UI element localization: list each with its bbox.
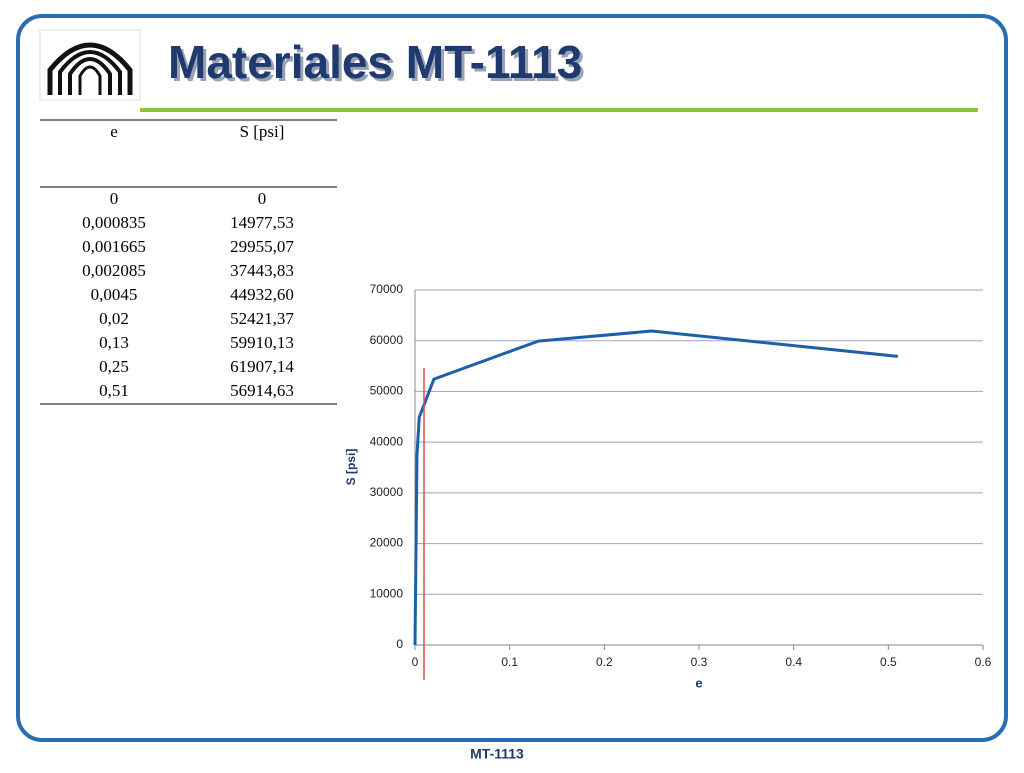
table-cell: 0 bbox=[258, 189, 267, 208]
x-tick-label: 0 bbox=[412, 655, 419, 669]
x-tick-label: 0.2 bbox=[596, 655, 613, 669]
x-tick-label: 0.6 bbox=[975, 655, 992, 669]
table-cell: 52421,37 bbox=[230, 309, 294, 328]
table-cell: 0,51 bbox=[99, 381, 129, 400]
table-cell: 14977,53 bbox=[230, 213, 294, 232]
table-cell: 61907,14 bbox=[230, 357, 294, 376]
table-header: e bbox=[110, 122, 118, 141]
table-cell: 29955,07 bbox=[230, 237, 294, 256]
slide-border bbox=[16, 14, 1008, 742]
table-cell: 0,0045 bbox=[91, 285, 138, 304]
y-tick-label: 70000 bbox=[370, 282, 404, 296]
table-cell: 44932,60 bbox=[230, 285, 294, 304]
data-table: e S [psi] 0 0 0,000835 14977,53 0,001665 29955,… bbox=[40, 119, 337, 405]
table-cell: 0,25 bbox=[99, 357, 129, 376]
table-cell: 0,13 bbox=[99, 333, 129, 352]
title: Materiales MT-1113 bbox=[168, 36, 582, 88]
y-tick-label: 20000 bbox=[370, 536, 404, 550]
x-tick-label: 0.1 bbox=[501, 655, 518, 669]
logo-arch bbox=[68, 57, 112, 95]
table-cell: 0 bbox=[110, 189, 119, 208]
footer: MT-1113 bbox=[470, 746, 524, 762]
logo-arch bbox=[47, 42, 133, 95]
table-cell: 0,002085 bbox=[82, 261, 146, 280]
table-cell: 56914,63 bbox=[230, 381, 294, 400]
table-cell: 37443,83 bbox=[230, 261, 294, 280]
y-tick-label: 50000 bbox=[370, 384, 404, 398]
logo-arch bbox=[58, 50, 122, 95]
y-tick-label: 10000 bbox=[370, 586, 404, 600]
logo bbox=[39, 29, 141, 101]
y-axis-label: S [psi] bbox=[344, 449, 358, 486]
x-tick-label: 0.4 bbox=[785, 655, 802, 669]
logo-arch bbox=[78, 65, 102, 95]
y-tick-label: 60000 bbox=[370, 333, 404, 347]
table-cell: 0,000835 bbox=[82, 213, 146, 232]
x-axis-label: e bbox=[695, 675, 702, 690]
y-tick-label: 40000 bbox=[370, 434, 404, 448]
data-line bbox=[413, 329, 898, 646]
x-tick-label: 0.5 bbox=[880, 655, 897, 669]
y-tick-label: 0 bbox=[396, 637, 403, 651]
y-tick-label: 30000 bbox=[370, 485, 404, 499]
x-tick-label: 0.3 bbox=[691, 655, 708, 669]
chart: 0 10000 20000 30000 40000 50000 60000 70000 0 0.1… bbox=[344, 282, 991, 690]
table-header: S [psi] bbox=[240, 122, 285, 141]
table-cell: 59910,13 bbox=[230, 333, 294, 352]
title-shadow: Materiales MT-1113 bbox=[171, 39, 585, 91]
table-cell: 0,001665 bbox=[82, 237, 146, 256]
table-cell: 0,02 bbox=[99, 309, 129, 328]
